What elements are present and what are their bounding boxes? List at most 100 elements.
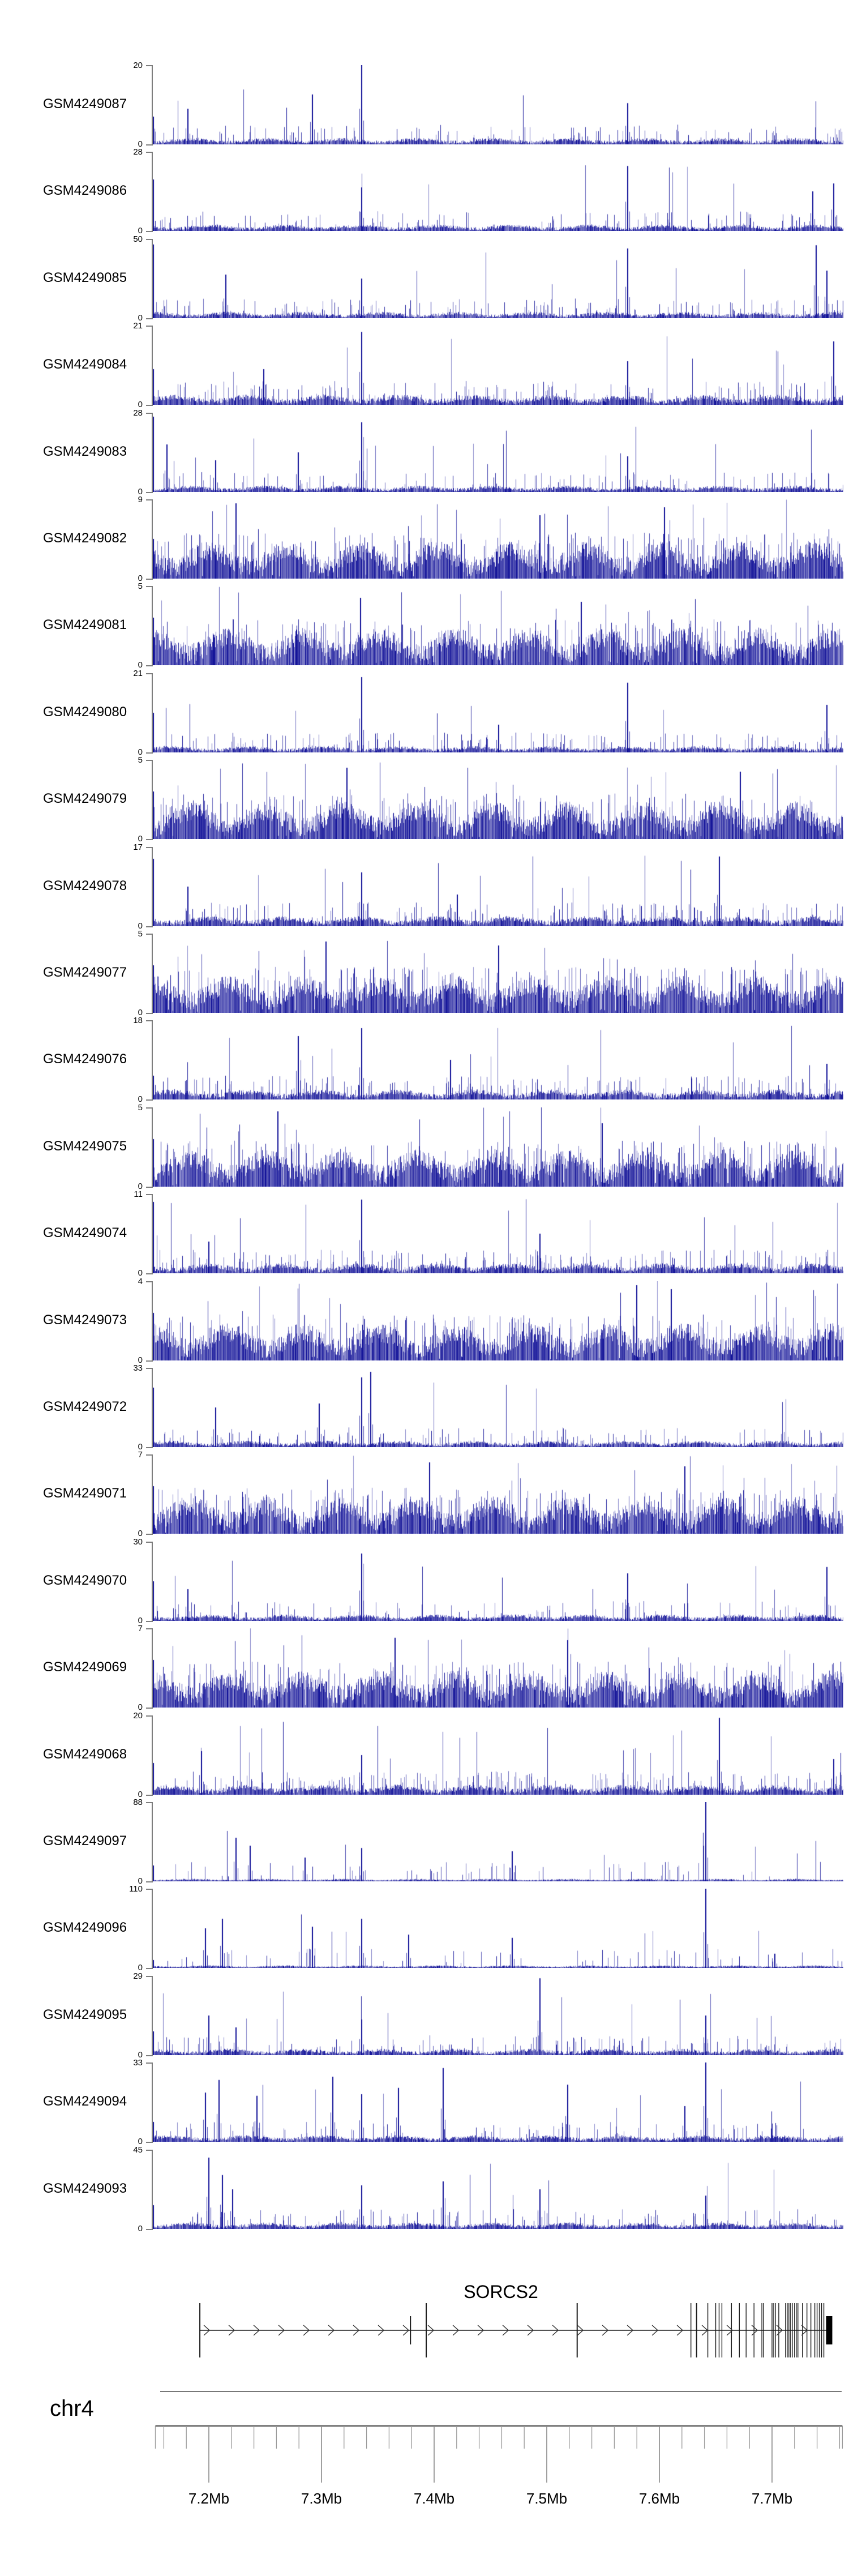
y-axis-line xyxy=(152,1628,153,1709)
y-axis-top-tick xyxy=(146,2062,152,2064)
strand-arrow-icon xyxy=(427,2325,435,2336)
y-axis-zero-tick xyxy=(146,1360,152,1362)
strand-arrow-icon xyxy=(477,2325,484,2336)
track-label: GSM4249078 xyxy=(43,878,127,893)
signal-canvas xyxy=(153,65,843,144)
axis-tick-label: 7.6Mb xyxy=(639,2490,680,2507)
track-label: GSM4249094 xyxy=(43,2094,127,2109)
y-axis-zero-tick xyxy=(146,1620,152,1622)
y-axis-max-label: 88 xyxy=(133,1798,143,1807)
signal-canvas xyxy=(153,1020,843,1100)
strand-arrow-icon xyxy=(303,2325,310,2336)
signal-canvas xyxy=(153,934,843,1013)
y-axis-line xyxy=(152,326,153,406)
y-axis-max-label: 33 xyxy=(133,1363,143,1373)
y-axis-zero-tick xyxy=(146,1186,152,1188)
y-axis-zero-tick xyxy=(146,1273,152,1275)
gene-model xyxy=(199,2303,833,2357)
y-axis-zero-label: 0 xyxy=(138,834,143,844)
y-axis-line xyxy=(152,152,153,233)
track-label: GSM4249068 xyxy=(43,1746,127,1762)
y-axis-line xyxy=(152,1802,153,1882)
y-axis-zero-tick xyxy=(146,1447,152,1448)
y-axis-zero-label: 0 xyxy=(138,574,143,583)
y-axis-zero-tick xyxy=(146,1881,152,1882)
y-axis-zero-tick xyxy=(146,839,152,841)
y-axis-top-tick xyxy=(146,1889,152,1890)
y-axis-max-label: 50 xyxy=(133,234,143,244)
y-axis-max-label: 21 xyxy=(133,321,143,331)
y-axis-top-tick xyxy=(146,934,152,935)
y-axis-line xyxy=(152,2149,153,2230)
y-axis-zero-tick xyxy=(146,491,152,493)
track-label: GSM4249069 xyxy=(43,1659,127,1675)
y-axis-zero-label: 0 xyxy=(138,1615,143,1625)
strand-arrow-icon xyxy=(502,2325,509,2336)
y-axis-line xyxy=(152,2062,153,2143)
signal-canvas xyxy=(153,1194,843,1274)
track-label: GSM4249087 xyxy=(43,96,127,112)
strand-arrow-icon xyxy=(353,2325,360,2336)
chromosome-label: chr4 xyxy=(50,2396,94,2421)
y-axis-zero-tick xyxy=(146,2055,152,2056)
y-axis-line xyxy=(152,1541,153,1622)
signal-canvas xyxy=(153,326,843,405)
y-axis-zero-label: 0 xyxy=(138,747,143,757)
y-axis-max-label: 9 xyxy=(138,495,143,504)
gene-title: SORCS2 xyxy=(464,2282,538,2302)
y-axis-line xyxy=(152,1715,153,1796)
y-axis-top-tick xyxy=(146,1368,152,1369)
y-axis-max-label: 28 xyxy=(133,408,143,418)
y-axis-zero-tick xyxy=(146,231,152,233)
y-axis-top-tick xyxy=(146,586,152,588)
signal-canvas xyxy=(153,238,843,318)
y-axis-top-tick xyxy=(146,1628,152,1630)
strand-arrow-icon xyxy=(402,2325,410,2336)
y-axis-top-tick xyxy=(146,846,152,848)
y-axis-max-label: 45 xyxy=(133,2145,143,2155)
y-axis-max-label: 30 xyxy=(133,1537,143,1547)
y-axis-line xyxy=(152,760,153,841)
y-axis-zero-label: 0 xyxy=(138,1094,143,1105)
y-axis-zero-tick xyxy=(146,1534,152,1535)
strand-arrow-icon xyxy=(328,2325,335,2336)
y-axis-line xyxy=(152,1020,153,1101)
axis-tick-label: 7.2Mb xyxy=(188,2490,229,2507)
y-axis-zero-label: 0 xyxy=(138,486,143,497)
y-axis-zero-tick xyxy=(146,1099,152,1101)
y-axis-line xyxy=(152,673,153,754)
y-axis-top-tick xyxy=(146,152,152,153)
strand-arrow-icon xyxy=(527,2325,534,2336)
signal-canvas xyxy=(153,1281,843,1360)
signal-canvas xyxy=(153,1107,843,1187)
axis-tick-label: 7.7Mb xyxy=(752,2490,792,2507)
y-axis-top-tick xyxy=(146,760,152,761)
y-axis-line xyxy=(152,846,153,927)
y-axis-top-tick xyxy=(146,1715,152,1717)
y-axis-zero-label: 0 xyxy=(138,1442,143,1452)
track-label: GSM4249096 xyxy=(43,1920,127,1936)
y-axis-zero-tick xyxy=(146,1968,152,1970)
strand-arrow-icon xyxy=(627,2325,634,2336)
axis-tick-label: 7.5Mb xyxy=(526,2490,567,2507)
y-axis-zero-label: 0 xyxy=(138,400,143,410)
y-axis-max-label: 5 xyxy=(138,929,143,939)
track-label: GSM4249097 xyxy=(43,1833,127,1848)
strand-arrow-icon xyxy=(776,2325,783,2336)
y-axis-zero-label: 0 xyxy=(138,2049,143,2060)
y-axis-zero-label: 0 xyxy=(138,226,143,236)
strand-arrow-icon xyxy=(676,2325,684,2336)
y-axis-zero-tick xyxy=(146,144,152,146)
y-axis-line xyxy=(152,586,153,667)
signal-canvas xyxy=(153,1368,843,1447)
y-axis-max-label: 5 xyxy=(138,581,143,592)
y-axis-line xyxy=(152,412,153,493)
track-label: GSM4249071 xyxy=(43,1486,127,1501)
strand-arrow-icon xyxy=(552,2325,559,2336)
signal-canvas xyxy=(153,586,843,666)
y-axis-zero-label: 0 xyxy=(138,1355,143,1365)
y-axis-line xyxy=(152,1975,153,2056)
y-axis-zero-label: 0 xyxy=(138,1181,143,1191)
y-axis-zero-label: 0 xyxy=(138,1008,143,1017)
